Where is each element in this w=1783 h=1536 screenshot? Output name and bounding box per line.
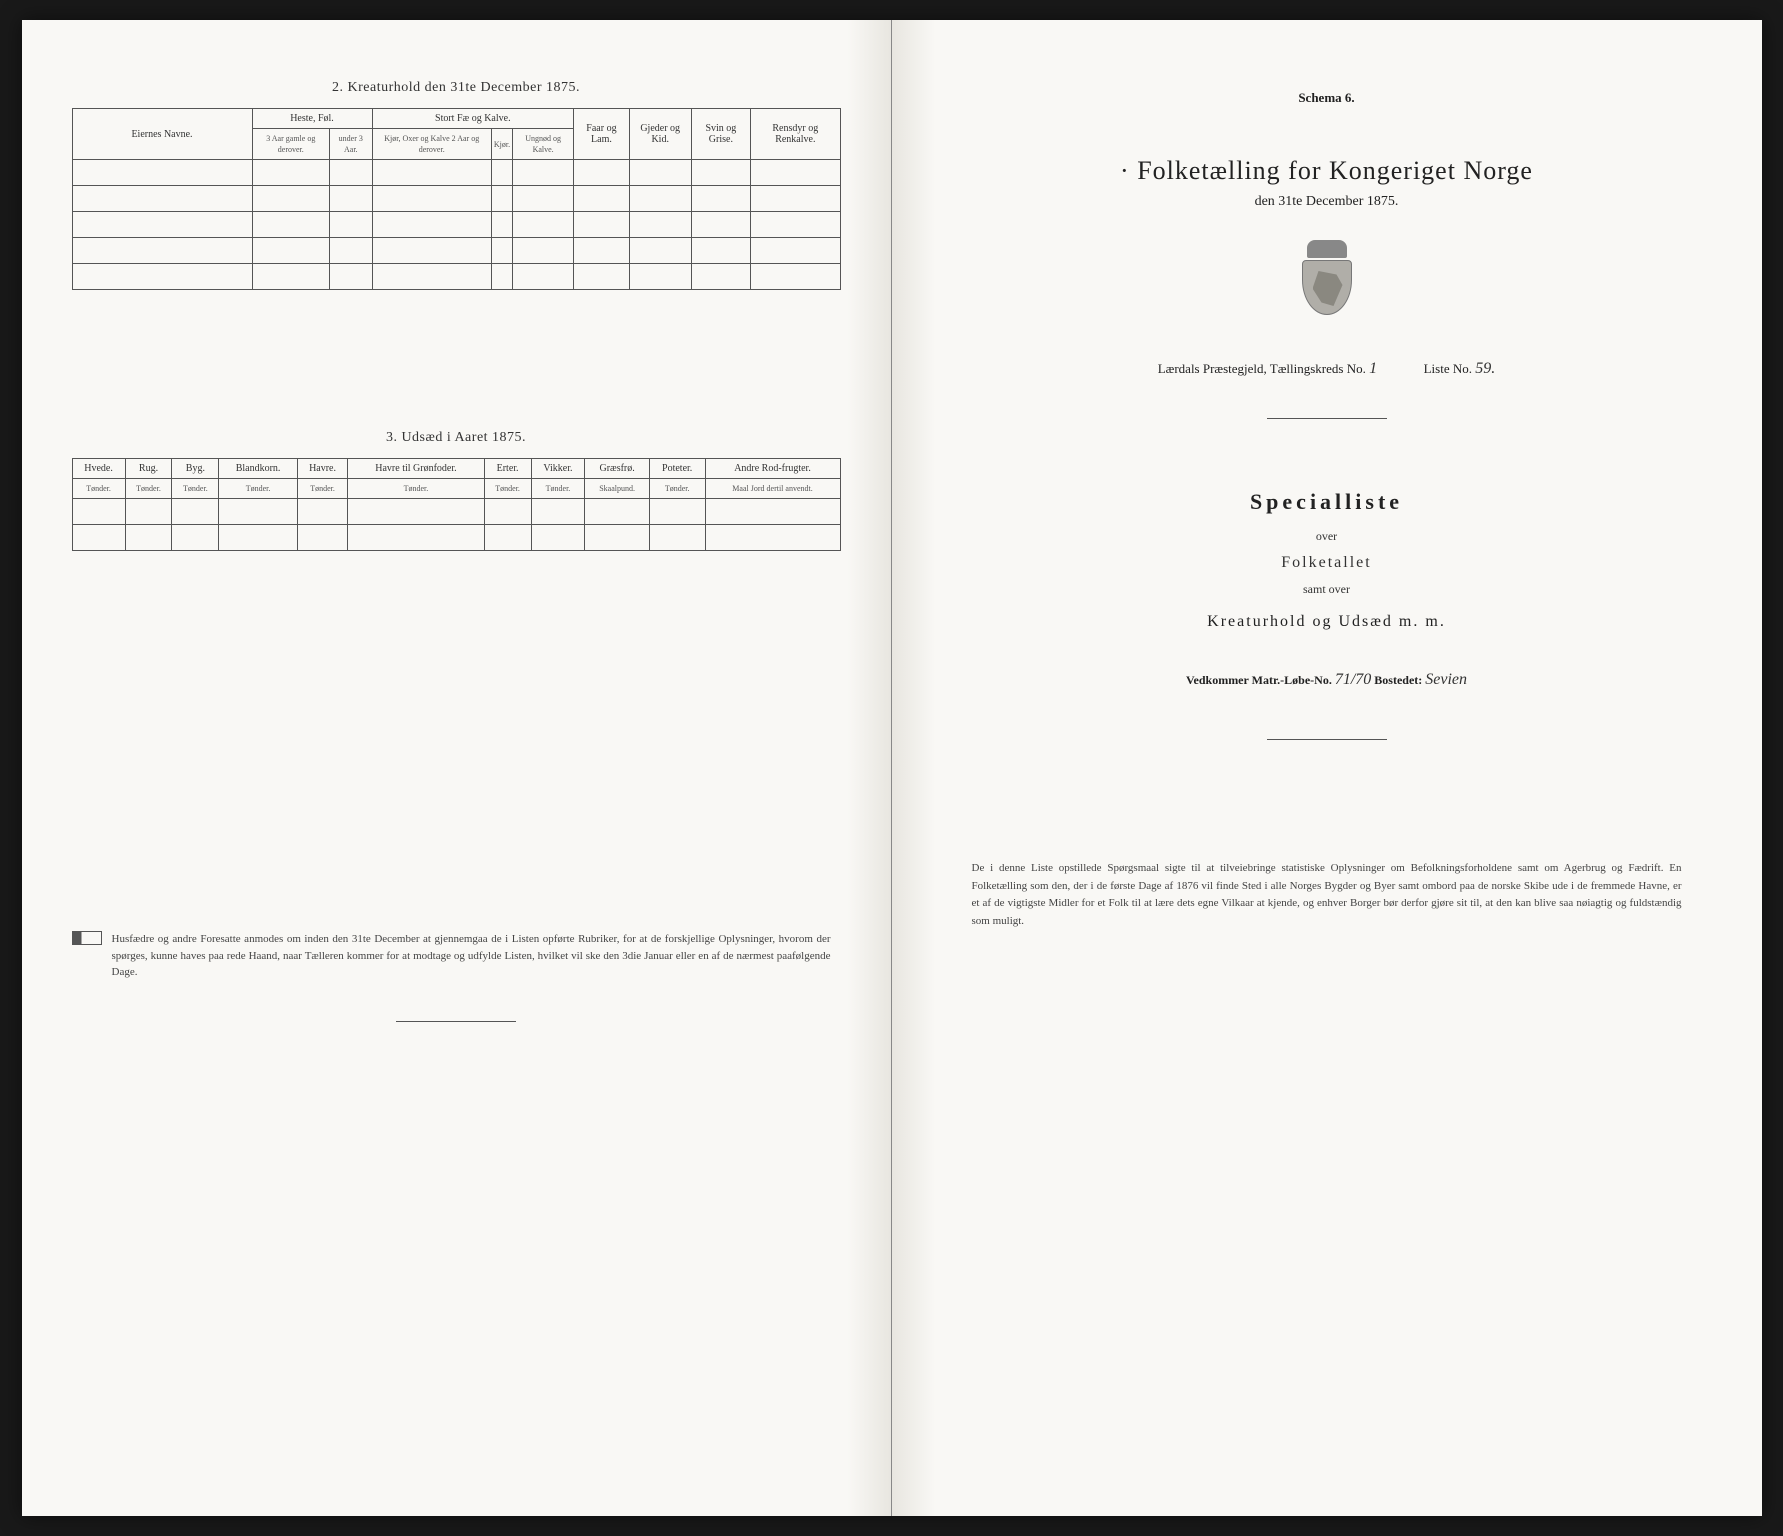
bostedet-value: Sevien — [1425, 671, 1467, 688]
table-row — [72, 160, 840, 186]
col-subheader: Maal Jord dertil anvendt. — [705, 479, 840, 499]
udsaed-table: Hvede.Rug.Byg.Blandkorn.Havre.Havre til … — [72, 458, 841, 551]
pointing-hand-icon — [72, 931, 102, 945]
table-row — [72, 186, 840, 212]
matr-no-value: 71/70 — [1335, 671, 1371, 688]
heste-sub1: 3 Aar gamle og derover. — [252, 129, 330, 160]
col-subheader: Tønder. — [72, 479, 125, 499]
col-header: Blandkorn. — [219, 459, 298, 479]
col-rensdyr: Rensdyr og Renkalve. — [751, 109, 840, 160]
col-subheader: Tønder. — [484, 479, 531, 499]
col-subheader: Tønder. — [219, 479, 298, 499]
table-row — [72, 238, 840, 264]
table-row — [72, 264, 840, 290]
col-subheader: Tønder. — [172, 479, 219, 499]
stort-sub3: Ungnød og Kalve. — [513, 129, 574, 160]
col-eierne: Eiernes Navne. — [72, 109, 252, 160]
col-header: Erter. — [484, 459, 531, 479]
left-page: 2. Kreaturhold den 31te December 1875. E… — [22, 20, 892, 1516]
col-svin: Svin og Grise. — [691, 109, 751, 160]
col-subheader: Tønder. — [348, 479, 484, 499]
main-subtitle: den 31te December 1875. — [942, 194, 1712, 210]
heste-sub2: under 3 Aar. — [330, 129, 372, 160]
col-subheader: Tønder. — [297, 479, 347, 499]
vedkommer-line: Vedkommer Matr.-Løbe-No. 71/70 Bostedet:… — [942, 671, 1712, 689]
col-faar: Faar og Lam. — [574, 109, 630, 160]
table-header-row: Hvede.Rug.Byg.Blandkorn.Havre.Havre til … — [72, 459, 840, 479]
col-subheader: Skaalpund. — [585, 479, 649, 499]
divider — [1267, 418, 1387, 419]
divider — [1267, 739, 1387, 740]
col-header: Havre til Grønfoder. — [348, 459, 484, 479]
col-header: Poteter. — [649, 459, 705, 479]
col-header: Andre Rod-frugter. — [705, 459, 840, 479]
liste-no-value: 59. — [1475, 360, 1495, 377]
group-heste: Heste, Føl. — [252, 109, 372, 129]
over-label: over — [942, 529, 1712, 544]
right-page: Schema 6. · Folketælling for Kongeriget … — [892, 20, 1762, 1516]
kreds-no-value: 1 — [1369, 360, 1377, 377]
schema-label: Schema 6. — [942, 90, 1712, 106]
divider — [396, 1021, 516, 1022]
col-header: Græsfrø. — [585, 459, 649, 479]
stort-sub1: Kjør, Oxer og Kalve 2 Aar og derover. — [372, 129, 491, 160]
left-footnote: Husfædre og andre Foresatte anmodes om i… — [72, 931, 841, 981]
parish-line: Lærdals Præstegjeld, Tællingskreds No. 1… — [942, 360, 1712, 378]
kreaturhold-label: Kreaturhold og Udsæd m. m. — [942, 613, 1712, 631]
main-title: · Folketælling for Kongeriget Norge — [942, 156, 1712, 186]
table-row — [72, 499, 840, 525]
col-header: Byg. — [172, 459, 219, 479]
col-header: Havre. — [297, 459, 347, 479]
col-subheader: Tønder. — [649, 479, 705, 499]
document-scan: 2. Kreaturhold den 31te December 1875. E… — [22, 20, 1762, 1516]
table-subheader-row: Tønder.Tønder.Tønder.Tønder.Tønder.Tønde… — [72, 479, 840, 499]
kreaturhold-table: Eiernes Navne. Heste, Føl. Stort Fæ og K… — [72, 108, 841, 290]
samt-over-label: samt over — [942, 582, 1712, 597]
col-subheader: Tønder. — [531, 479, 585, 499]
table-row — [72, 212, 840, 238]
col-header: Rug. — [125, 459, 172, 479]
specialliste-title: Specialliste — [942, 489, 1712, 515]
stort-sub2: Kjør. — [491, 129, 512, 160]
col-header: Vikker. — [531, 459, 585, 479]
section-3-title: 3. Udsæd i Aaret 1875. — [72, 430, 841, 446]
right-footnote: De i denne Liste opstillede Spørgsmaal s… — [942, 860, 1712, 930]
col-gjeder: Gjeder og Kid. — [629, 109, 691, 160]
folketallet-label: Folketallet — [942, 554, 1712, 572]
section-2-title: 2. Kreaturhold den 31te December 1875. — [72, 80, 841, 96]
table-row — [72, 525, 840, 551]
group-stort: Stort Fæ og Kalve. — [372, 109, 574, 129]
coat-of-arms-icon — [1297, 240, 1357, 320]
col-header: Hvede. — [72, 459, 125, 479]
col-subheader: Tønder. — [125, 479, 172, 499]
